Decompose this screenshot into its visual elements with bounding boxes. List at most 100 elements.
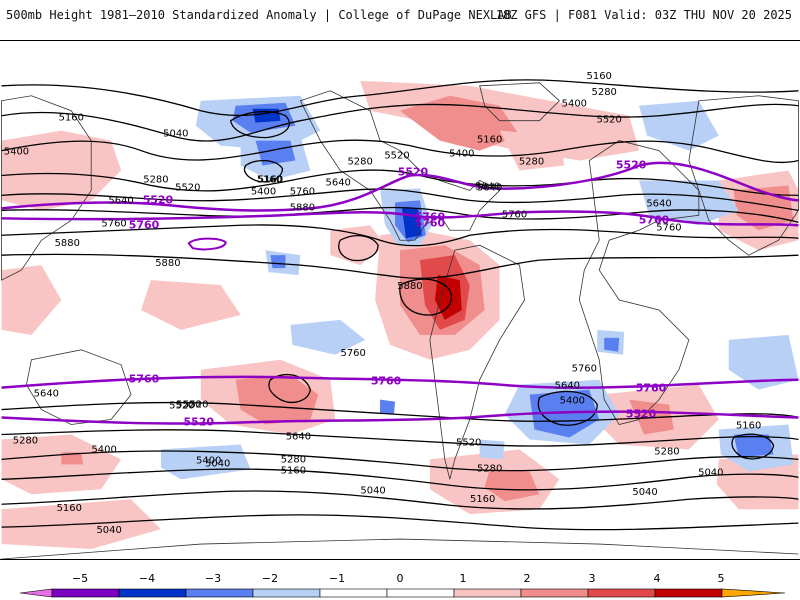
- highlight-label-group: 5520 5520 5760 5760 5520 5760 5760 5760 …: [129, 159, 670, 429]
- contour-label: 5640: [326, 177, 351, 188]
- contour-label: 5640: [34, 389, 59, 400]
- anomaly-patch: [141, 280, 241, 330]
- coastlines: [1, 82, 799, 559]
- contour-label: 5280: [477, 463, 502, 474]
- contour-label: 5760: [572, 364, 597, 375]
- contour-label: 5040: [205, 458, 230, 469]
- legend-tick: 1: [460, 572, 467, 585]
- highlight-label: 5520: [143, 193, 174, 206]
- contour-label: 5160: [470, 494, 495, 505]
- highlight-label: 5760: [639, 213, 670, 226]
- contour-label: 5160: [736, 421, 761, 432]
- highlight-contours: [1, 161, 799, 425]
- anomaly-patch: [255, 140, 296, 166]
- contour-label: 5640: [475, 181, 500, 192]
- highlight-label: 5520: [616, 159, 647, 172]
- contour-label: 5640: [108, 195, 133, 206]
- legend-ticks: −5 −4 −3 −2 −1 0 1 2 3 4 5: [72, 572, 725, 585]
- anomaly-patch: [728, 334, 799, 390]
- anomaly-patch: [330, 225, 386, 266]
- coastline-asia-west: [1, 95, 92, 281]
- contour-line: [338, 235, 379, 262]
- anomaly-patch: [733, 434, 774, 458]
- contour-line: [399, 278, 452, 316]
- contour-label: 5520: [175, 182, 200, 193]
- highlight-contour-5760-south: [1, 375, 799, 389]
- legend-tick: −1: [329, 572, 345, 585]
- legend-arrow-left: [19, 588, 53, 598]
- anomaly-patch: [639, 180, 739, 226]
- coastline-north-america: [299, 90, 501, 241]
- contour-label: 5160: [281, 465, 306, 476]
- highlight-contour-5520-south: [1, 410, 799, 425]
- highlight-label: 5760: [129, 373, 160, 386]
- legend-tick: 4: [654, 572, 661, 585]
- highlight-label: 5520: [398, 165, 429, 178]
- contour-label: 5640: [477, 182, 502, 193]
- legend-box-neg4: [51, 588, 120, 598]
- contour-label: 5520: [183, 400, 208, 411]
- contour-line: [1, 468, 799, 491]
- legend-tick: 5: [718, 572, 725, 585]
- contour-line: [1, 429, 799, 447]
- contour-line: [268, 373, 312, 403]
- contour-label-group: 5160 5160 5280 5400 5520 5400 5160 5040 …: [4, 71, 762, 536]
- contour-line: [731, 433, 775, 460]
- contour-label: 5400: [91, 444, 116, 455]
- legend-colorbar: [19, 588, 786, 598]
- legend-tick: −3: [205, 572, 221, 585]
- legend-tick: −5: [72, 572, 88, 585]
- anomaly-patch: [716, 454, 799, 510]
- contour-label: 5160: [59, 113, 84, 124]
- legend-box-neg2: [185, 588, 254, 598]
- contour-label: 5280: [519, 157, 544, 168]
- contour-line: [1, 206, 799, 223]
- legend-box-pos1: [453, 588, 522, 598]
- coastline-europe-africa: [578, 140, 700, 425]
- contour-label: 5400: [4, 147, 29, 158]
- contour-label: 5760: [656, 222, 681, 233]
- contour-label: 5640: [286, 431, 311, 442]
- contour-label: 5040: [360, 485, 385, 496]
- highlight-label: 5520: [626, 408, 657, 421]
- contour-label: 5400: [449, 149, 474, 160]
- legend-tick: 0: [397, 572, 404, 585]
- coastline-antarctica: [1, 538, 799, 559]
- legend-box-zero-neg: [319, 588, 388, 598]
- contour-label: 5760: [101, 218, 126, 229]
- contour-label: 5280: [13, 435, 38, 446]
- contour-label: 5280: [347, 157, 372, 168]
- contour-label: 5760: [502, 209, 527, 220]
- contour-label: 5520: [456, 437, 481, 448]
- anomaly-patch: [400, 95, 520, 151]
- contour-line: [1, 253, 799, 279]
- highlight-contour-5760-north: [1, 210, 799, 227]
- contour-line: [1, 139, 799, 164]
- highlight-label: 5760: [636, 382, 667, 395]
- legend-box-neg3: [118, 588, 187, 598]
- contour-label: 5640: [555, 381, 580, 392]
- anomaly-patch: [1, 434, 122, 495]
- contour-label: 5160: [587, 71, 612, 82]
- contour-label: 5760: [290, 186, 315, 197]
- contour-label: 5040: [698, 467, 723, 478]
- highlight-contour-loop: [187, 237, 227, 251]
- contour-line: [1, 188, 799, 211]
- contour-line: [1, 103, 799, 142]
- contour-label: 5280: [592, 87, 617, 98]
- contour-line: [1, 224, 799, 247]
- contour-label: 5040: [96, 525, 121, 536]
- anomaly-patch: [499, 130, 565, 171]
- contour-line: [1, 79, 799, 117]
- legend-tick: −2: [262, 572, 278, 585]
- contour-label: 5880: [397, 281, 422, 292]
- coastline-asia: [688, 95, 799, 256]
- legend-tick: −4: [139, 572, 155, 585]
- highlight-label: 5520: [184, 416, 215, 429]
- contour-label: 5880: [55, 238, 80, 249]
- contour-label: 5280: [281, 454, 306, 465]
- contour-label: 5400: [196, 455, 221, 466]
- contour-label: 5160: [477, 135, 502, 146]
- contour-label: 5400: [251, 186, 276, 197]
- coastline-greenland: [479, 82, 560, 122]
